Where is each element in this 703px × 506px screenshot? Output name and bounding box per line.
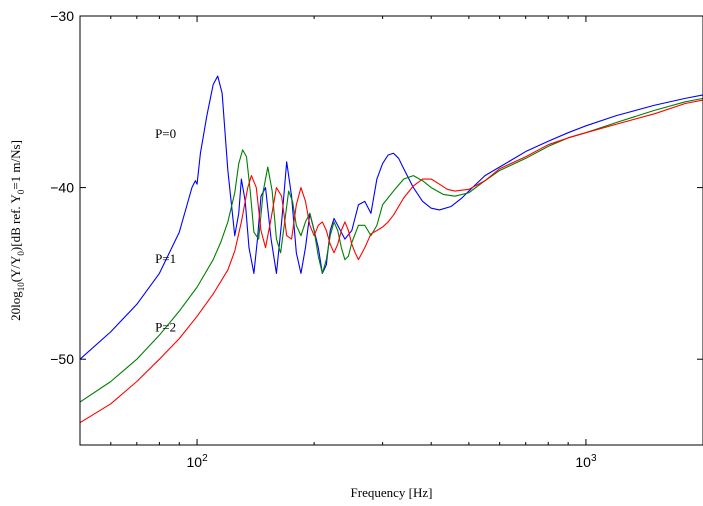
y-tick-label: −40 [50,180,74,196]
series-annotation: P=1 [155,251,176,266]
series-annotation: P=2 [155,320,176,335]
series-line-p2 [79,99,703,424]
y-axis-label: 20log10(Y/Y0)[dB ref. Y0=1 m/Ns] [8,140,26,321]
x-tick-label: 103 [575,453,597,470]
y-tick-label: −30 [50,8,74,24]
tick-layer: −30 −40 −50 102 103 [50,8,703,470]
plot-frame [79,15,703,446]
series-line-p0 [79,75,703,360]
x-axis-label: Frequency [Hz] [351,485,433,500]
y-tick-label: −50 [50,351,74,367]
series-layer [79,75,703,424]
series-annotation: P=0 [155,126,176,141]
series-line-p1 [79,97,703,403]
annotation-layer: P=0 P=1 P=2 [155,126,176,335]
x-tick-label: 102 [186,453,208,470]
